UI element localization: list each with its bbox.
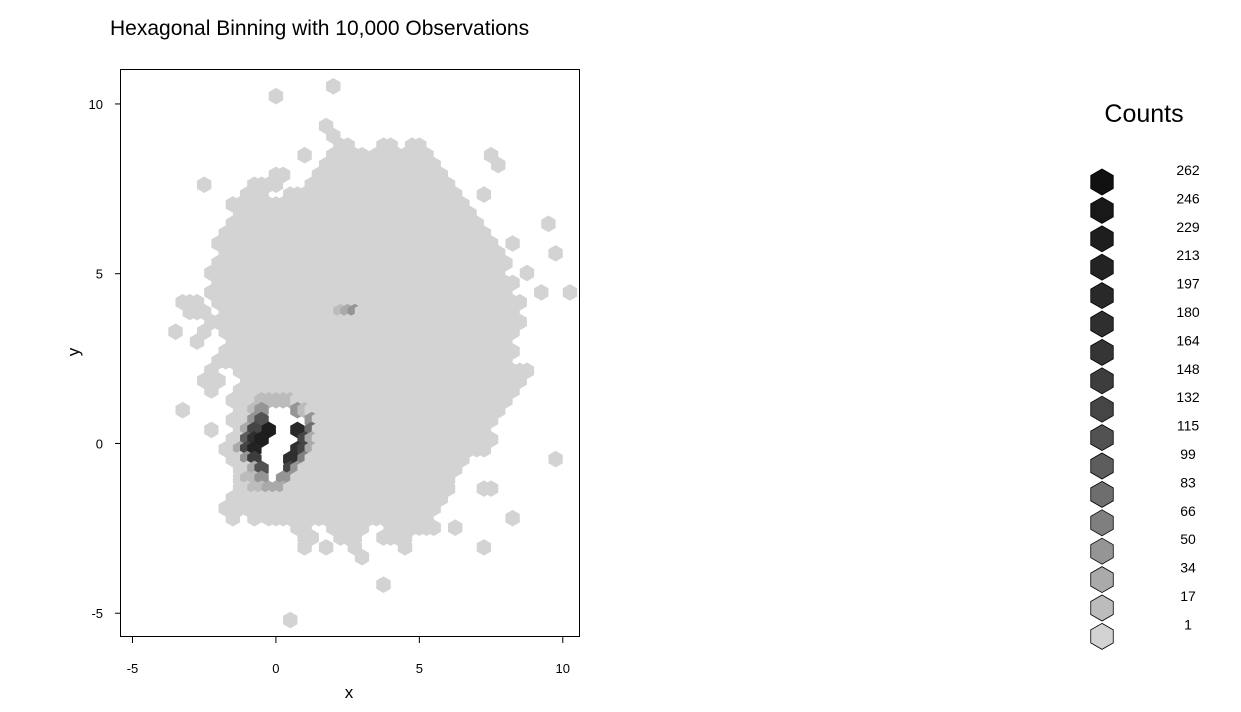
y-tick-label: 0 <box>96 436 103 451</box>
legend-swatch <box>1090 594 1114 622</box>
legend-count-label: 34 <box>1180 560 1196 576</box>
legend-count-label: 262 <box>1176 162 1200 178</box>
hex-cell <box>268 176 284 194</box>
legend-swatch <box>1090 282 1114 310</box>
y-tick-label: 10 <box>89 97 103 112</box>
hex-cell <box>476 539 492 556</box>
legend-swatch <box>1090 395 1114 423</box>
chart-title: Hexagonal Binning with 10,000 Observatio… <box>110 17 529 40</box>
x-tick-label: 0 <box>272 661 279 676</box>
hexbin-cells <box>168 78 578 629</box>
hex-cell <box>204 382 219 399</box>
hex-cell <box>519 264 535 282</box>
y-axis: -5 0 5 10 <box>89 97 121 621</box>
hex-cell <box>197 176 212 194</box>
hex-cell <box>397 539 413 556</box>
legend-count-label: 229 <box>1176 219 1200 235</box>
legend-swatch <box>1090 196 1114 224</box>
legend-count-label: 164 <box>1176 332 1200 348</box>
plot-frame <box>120 69 580 637</box>
hex-cell <box>175 401 190 419</box>
legend-swatch <box>1090 480 1114 508</box>
legend-swatch <box>1090 225 1114 253</box>
legend-swatch <box>1090 424 1114 452</box>
legend-swatch <box>1090 338 1114 366</box>
legend-swatch <box>1090 566 1114 594</box>
hex-cell <box>548 245 563 262</box>
legend-count-label: 1 <box>1184 616 1192 632</box>
hex-cell <box>376 576 391 594</box>
x-tick-label: 10 <box>556 661 570 676</box>
legend-count-label: 115 <box>1177 418 1200 434</box>
hex-cell <box>562 284 578 301</box>
legend-count-label: 99 <box>1180 446 1196 462</box>
legend-count-label: 132 <box>1176 389 1200 405</box>
hex-cell <box>297 539 312 556</box>
x-tick-label: -5 <box>127 661 139 676</box>
hex-cell <box>426 519 441 536</box>
legend-count-label: 50 <box>1180 531 1196 547</box>
hex-cell <box>354 548 370 566</box>
hex-cell <box>326 78 341 95</box>
hex-cell <box>204 421 219 439</box>
legend-count-label: 213 <box>1176 247 1200 263</box>
legend-title: Counts <box>1104 100 1183 128</box>
legend-count-label: 246 <box>1176 190 1200 206</box>
legend-swatch <box>1090 367 1114 395</box>
legend-swatch <box>1090 310 1114 338</box>
legend-count-label: 180 <box>1176 304 1200 320</box>
hex-cell <box>268 87 284 105</box>
legend-swatch <box>1090 509 1114 537</box>
legend-swatch <box>1090 168 1114 196</box>
legend-count-label: 17 <box>1180 588 1196 604</box>
legend-count-label: 148 <box>1176 361 1200 377</box>
hex-cell <box>476 186 492 203</box>
hex-cell <box>448 519 463 536</box>
legend-swatch <box>1090 537 1114 565</box>
hex-cell <box>541 215 556 233</box>
hex-cell <box>505 509 520 527</box>
hex-cell <box>225 509 241 527</box>
legend-swatch <box>1090 452 1114 480</box>
legend: 262 246 229 213 197 180 164 148 132 115 99 83 66 50 34… <box>1090 162 1200 650</box>
hex-cell <box>189 333 205 350</box>
y-tick-label: 5 <box>96 267 103 282</box>
hex-cell <box>505 235 520 252</box>
legend-count-label: 83 <box>1180 474 1196 490</box>
hex-cell <box>318 539 334 556</box>
legend-count-label: 197 <box>1176 276 1200 292</box>
x-axis-label: x <box>345 683 354 702</box>
hex-cell <box>168 323 183 341</box>
legend-swatch <box>1090 622 1114 650</box>
hex-cell <box>247 509 262 527</box>
hex-cell <box>483 480 499 497</box>
y-axis-label: y <box>64 347 83 356</box>
hex-cell <box>548 450 563 468</box>
hex-cell <box>297 146 312 164</box>
legend-swatch <box>1090 253 1114 281</box>
legend-count-label: 66 <box>1180 503 1196 519</box>
x-axis: -5 0 5 10 <box>127 637 570 676</box>
x-tick-label: 5 <box>416 661 423 676</box>
y-tick-label: -5 <box>91 606 103 621</box>
hex-cell <box>534 284 549 301</box>
hex-cell <box>283 611 298 629</box>
hex-cell <box>476 440 492 458</box>
hex-cell <box>491 156 506 174</box>
